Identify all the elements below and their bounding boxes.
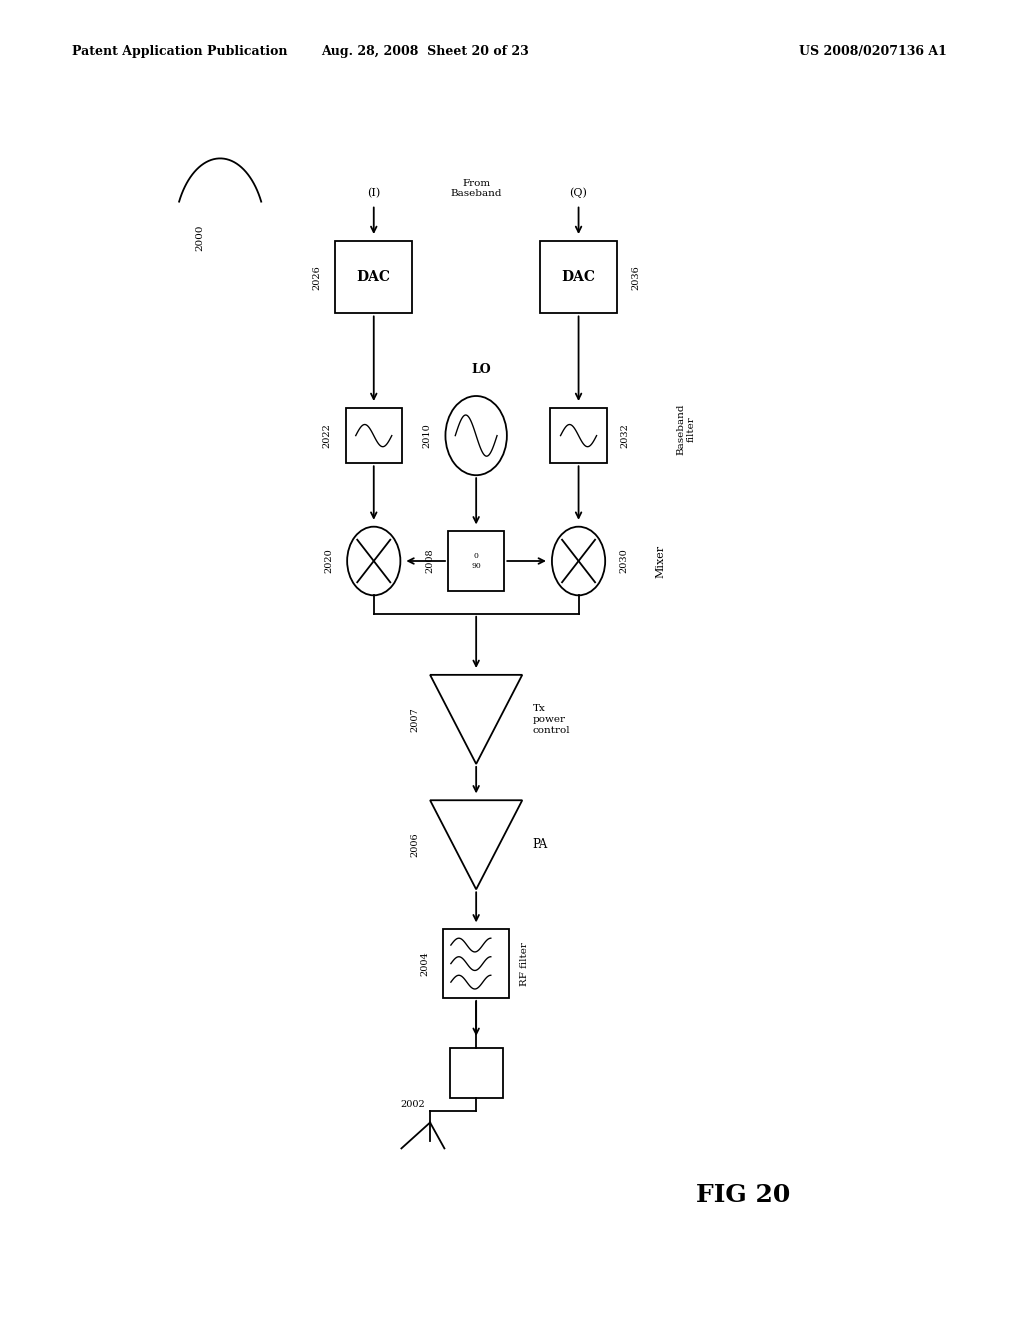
Text: From
Baseband: From Baseband	[451, 178, 502, 198]
Text: 2004: 2004	[420, 952, 429, 975]
Text: Mixer: Mixer	[655, 544, 666, 578]
Bar	[551, 408, 606, 463]
Text: 2007: 2007	[411, 708, 419, 731]
Text: FIG 20: FIG 20	[696, 1183, 791, 1206]
Text: Tx
power
control: Tx power control	[532, 704, 570, 735]
Text: US 2008/0207136 A1: US 2008/0207136 A1	[799, 45, 946, 58]
Bar	[345, 408, 401, 463]
Bar	[442, 929, 510, 998]
Text: (Q): (Q)	[569, 187, 588, 198]
Text: 2010: 2010	[423, 424, 431, 447]
Bar	[336, 240, 412, 313]
Text: Aug. 28, 2008  Sheet 20 of 23: Aug. 28, 2008 Sheet 20 of 23	[322, 45, 528, 58]
Text: 2006: 2006	[411, 833, 419, 857]
Text: 2008: 2008	[425, 549, 434, 573]
Text: 0
90: 0 90	[471, 552, 481, 570]
Text: 2032: 2032	[621, 424, 630, 447]
Text: PA: PA	[532, 838, 548, 851]
Text: (I): (I)	[368, 187, 380, 198]
Text: 2002: 2002	[400, 1101, 425, 1109]
Text: 2022: 2022	[323, 424, 332, 447]
Text: 2000: 2000	[196, 224, 204, 251]
Text: 2020: 2020	[325, 549, 333, 573]
Text: RF filter: RF filter	[520, 941, 528, 986]
Text: DAC: DAC	[561, 271, 596, 284]
Bar	[449, 531, 504, 591]
Bar	[541, 240, 616, 313]
Text: Baseband
filter: Baseband filter	[677, 403, 695, 455]
Text: 2026: 2026	[312, 265, 322, 289]
Text: 2030: 2030	[620, 549, 628, 573]
Text: LO: LO	[471, 363, 492, 376]
Text: Patent Application Publication: Patent Application Publication	[72, 45, 287, 58]
Text: 2036: 2036	[631, 265, 640, 289]
Text: DAC: DAC	[356, 271, 391, 284]
Bar	[450, 1048, 503, 1098]
